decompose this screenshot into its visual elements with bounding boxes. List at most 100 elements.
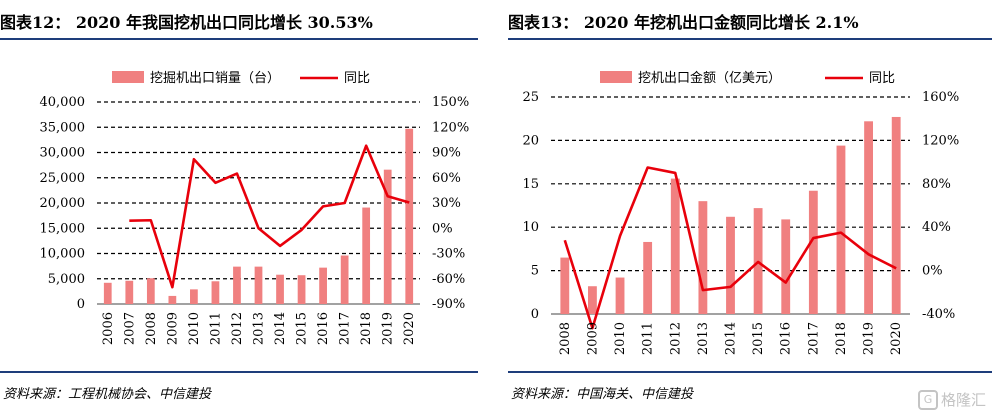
legend-swatch-bar xyxy=(600,71,632,83)
x-tick-label: 2009 xyxy=(585,322,600,355)
chart-panel-left: 图表12： 2020 年我国挖机出口同比增长 30.53% 0 5,000 10,0… xyxy=(0,0,478,414)
x-tick-label: 2006 xyxy=(101,312,116,345)
bar xyxy=(560,257,570,314)
x-tick-label: 2017 xyxy=(806,322,821,355)
x-tick-label: 2008 xyxy=(558,322,573,355)
y-tick-label-left: 15,000 xyxy=(40,221,86,236)
y-tick-label-left: 40,000 xyxy=(40,95,86,110)
bar xyxy=(643,241,653,314)
legend-label-line: 同比 xyxy=(344,71,370,86)
x-tick-label: 2010 xyxy=(613,322,628,355)
divider xyxy=(508,38,992,40)
bar xyxy=(190,289,198,304)
x-tick-label: 2015 xyxy=(295,312,310,345)
bar xyxy=(726,216,735,314)
watermark-text: 格隆汇 xyxy=(940,391,986,409)
excavator-export-value-chart: 0 5 10 15 20 25 -40% 0% 40% 80% 120% 160% 2008 2009 20… xyxy=(522,70,959,355)
legend-label-bar: 挖机出口金额（亿美元） xyxy=(638,70,781,86)
x-tick-label: 2013 xyxy=(696,322,711,355)
x-tick-label: 2009 xyxy=(165,312,180,345)
legend-label-bar: 挖掘机出口销量（台） xyxy=(150,71,280,86)
x-tick-label: 2014 xyxy=(724,322,739,355)
bar xyxy=(168,295,177,304)
y-tick-label-right: 40% xyxy=(922,220,951,235)
bar xyxy=(670,178,680,314)
bar xyxy=(211,281,220,304)
y-tick-label-right: -60% xyxy=(432,272,465,287)
source-note: 资料来源：工程机械协会、中信建投 xyxy=(3,387,212,402)
x-tick-label: 2007 xyxy=(122,312,137,345)
yoy-growth-line xyxy=(129,144,410,289)
divider xyxy=(508,371,992,373)
bar xyxy=(146,278,155,304)
chart-panel-right: 图表13： 2020 年挖机出口金额同比增长 2.1% 0 5 10 15 20 25 -4… xyxy=(508,0,992,414)
y-tick-label-right: -30% xyxy=(432,247,465,262)
bar xyxy=(891,116,901,315)
y-tick-label-right: 60% xyxy=(432,171,461,186)
bar xyxy=(615,277,625,314)
y-tick-label-right: 90% xyxy=(432,146,461,161)
y-tick-label-left: 0 xyxy=(531,307,539,322)
y-tick-label-left: 35,000 xyxy=(40,120,86,135)
y-tick-label-left: 10,000 xyxy=(40,247,86,262)
bar xyxy=(836,145,846,314)
x-tick-label: 2013 xyxy=(252,312,267,345)
x-tick-label: 2014 xyxy=(273,312,288,345)
x-tick-label: 2020 xyxy=(402,312,417,345)
y-tick-label-right: -90% xyxy=(432,297,465,312)
x-tick-label: 2012 xyxy=(668,322,683,355)
y-tick-label-right: 0% xyxy=(432,221,453,236)
bar xyxy=(125,280,134,304)
x-tick-label: 2020 xyxy=(889,322,904,355)
bar xyxy=(405,128,414,304)
x-tick-label: 2010 xyxy=(187,312,202,345)
x-tick-label: 2018 xyxy=(834,322,849,355)
divider xyxy=(0,38,478,40)
y-tick-label-right: 30% xyxy=(432,196,461,211)
watermark: G 格隆汇 xyxy=(917,389,986,410)
bar xyxy=(233,266,241,304)
y-tick-label-right: 160% xyxy=(922,90,959,105)
y-tick-label-right: 80% xyxy=(922,177,951,192)
y-tick-label-right: 0% xyxy=(922,264,943,279)
y-tick-label-left: 20,000 xyxy=(40,196,86,211)
bar xyxy=(340,255,349,304)
y-tick-label-right: 120% xyxy=(432,120,469,135)
y-tick-label-left: 15 xyxy=(522,177,539,192)
bar xyxy=(297,275,306,304)
x-tick-label: 2012 xyxy=(230,312,245,345)
excavator-export-volume-chart: 0 5,000 10,000 15,000 20,000 25,000 30,000 35,0… xyxy=(40,71,469,345)
legend-label-line: 同比 xyxy=(869,71,895,86)
bar xyxy=(588,286,597,314)
yoy-growth-line xyxy=(563,166,897,330)
divider xyxy=(0,371,478,373)
bar xyxy=(781,219,791,314)
bar xyxy=(383,169,392,304)
bar xyxy=(103,282,112,304)
chart-title: 图表13： 2020 年挖机出口金额同比增长 2.1% xyxy=(508,13,859,32)
y-tick-label-right: -40% xyxy=(922,307,955,322)
bar xyxy=(276,274,284,304)
source-note: 资料来源：中国海关、中信建投 xyxy=(511,387,694,402)
x-tick-label: 2016 xyxy=(316,312,331,345)
y-tick-label-left: 25,000 xyxy=(40,171,86,186)
y-tick-label-left: 25 xyxy=(522,90,539,105)
x-tick-label: 2018 xyxy=(359,312,374,345)
bar xyxy=(362,207,371,304)
y-tick-label-left: 30,000 xyxy=(40,146,86,161)
chart-title: 图表12： 2020 年我国挖机出口同比增长 30.53% xyxy=(0,13,373,32)
y-tick-label-left: 5 xyxy=(531,264,539,279)
bar xyxy=(808,190,818,314)
x-tick-label: 2019 xyxy=(381,312,396,345)
x-tick-label: 2011 xyxy=(641,322,656,355)
x-tick-label: 2016 xyxy=(779,322,794,355)
x-tick-label: 2011 xyxy=(208,312,223,345)
x-tick-label: 2017 xyxy=(338,312,353,345)
x-tick-label: 2015 xyxy=(751,322,766,355)
x-tick-label: 2008 xyxy=(144,312,159,345)
y-tick-label-left: 20 xyxy=(522,133,539,148)
y-tick-label-left: 5,000 xyxy=(48,272,85,287)
y-tick-label-left: 10 xyxy=(522,220,539,235)
x-tick-label: 2019 xyxy=(862,322,877,355)
y-tick-label-right: 150% xyxy=(432,95,469,110)
